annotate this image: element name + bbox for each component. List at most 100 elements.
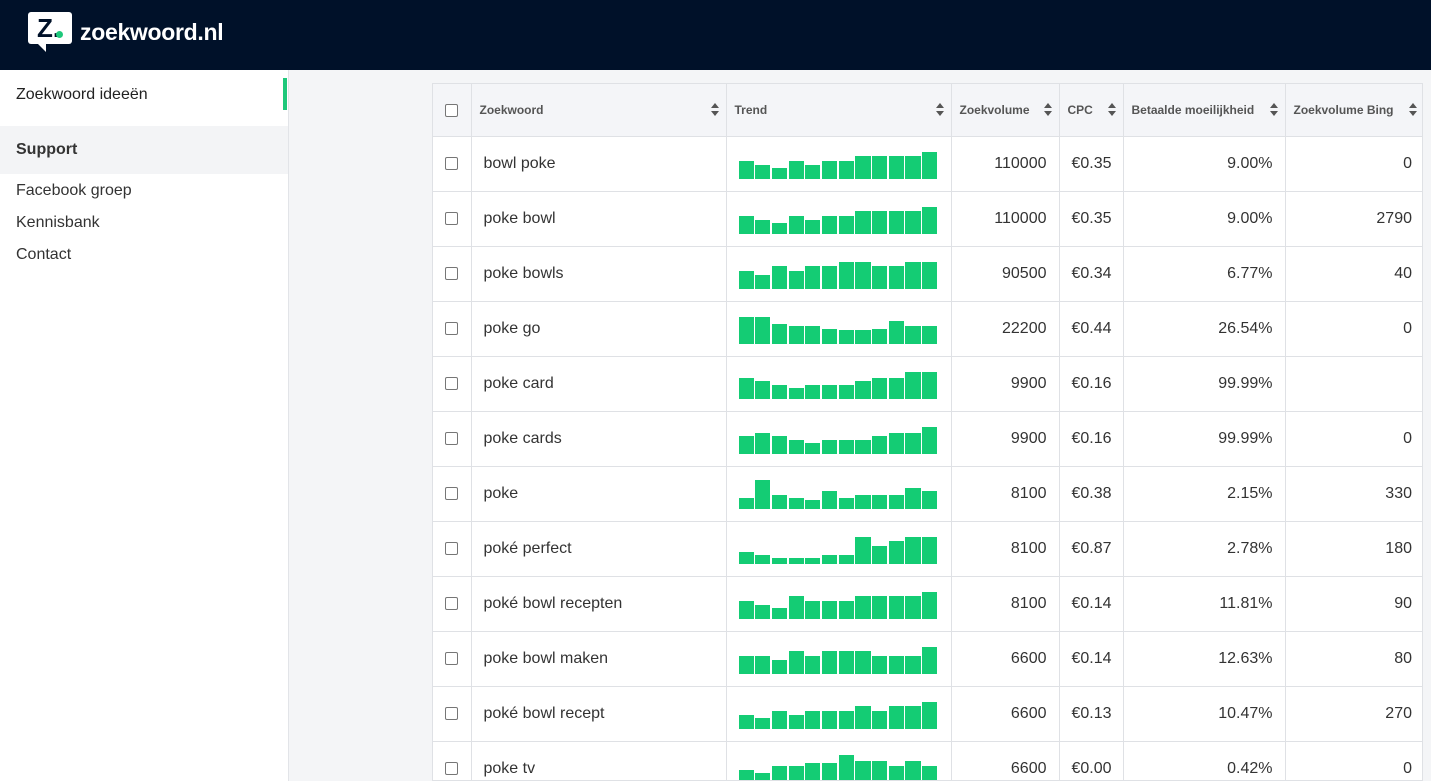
row-checkbox[interactable] [445,596,459,610]
cpc-cell: €0.44 [1059,301,1124,357]
sort-icon[interactable] [1043,103,1052,117]
row-checkbox[interactable] [445,211,459,225]
bing-volume-cell: 90 [1285,576,1422,632]
trend-bar [872,595,888,619]
trend-bar [922,646,938,674]
trend-bar [922,426,938,454]
row-checkbox[interactable] [445,431,459,445]
keyword-cell: poke go [471,301,727,357]
row-checkbox[interactable] [445,376,459,390]
trend-bar [771,323,788,344]
row-select-cell [433,631,472,687]
bing-volume-cell: 330 [1285,466,1422,522]
trend-bar [771,710,788,729]
trend-bar [755,479,771,509]
column-header-zoekvolume-bing[interactable]: Zoekvolume Bing [1285,84,1422,137]
brand-logo[interactable]: Z. zoekwoord.nl [28,12,224,52]
trend-bar [855,329,871,344]
column-header-zoekwoord[interactable]: Zoekwoord [471,84,727,137]
trend-cell [726,301,952,357]
row-checkbox[interactable] [445,761,459,775]
select-all-cell [433,84,472,137]
sidebar-item-zoekwoord-ideeen[interactable]: Zoekwoord ideeën [0,70,288,120]
select-all-checkbox[interactable] [445,103,459,117]
trend-cell [726,686,952,742]
brand-name: zoekwoord.nl [80,18,224,45]
trend-bar [855,536,871,564]
trend-sparkline [738,204,939,234]
trend-bar [855,650,871,674]
row-checkbox[interactable] [445,486,459,500]
sidebar-link-facebook-groep[interactable]: Facebook groep [16,182,132,199]
trend-bar [805,499,821,509]
bing-volume-cell: 0 [1285,301,1422,357]
trend-bar [872,265,888,289]
row-checkbox[interactable] [445,266,459,280]
volume-cell: 90500 [951,246,1060,302]
trend-bar [788,160,804,179]
sort-icon[interactable] [1107,103,1116,117]
trend-cell [726,191,952,247]
trend-bar [872,710,888,729]
column-header-betaalde-moeilijkheid[interactable]: Betaalde moeilijkheid [1123,84,1286,137]
cpc-cell: €0.38 [1059,466,1124,522]
row-checkbox[interactable] [445,321,459,335]
trend-bar [905,655,921,674]
trend-bar [905,487,921,509]
trend-bar [855,494,871,509]
difficulty-cell: 0.42% [1123,741,1286,780]
keyword-cell: poké bowl recepten [471,576,727,632]
keyword-cell: poke card [471,356,727,412]
trend-sparkline [738,314,939,344]
difficulty-cell: 6.77% [1123,246,1286,302]
trend-bar [821,710,838,729]
bing-volume-cell [1285,356,1422,412]
trend-bar [888,155,904,179]
column-header-cpc[interactable]: CPC [1059,84,1124,137]
trend-bar [755,164,771,179]
trend-bar [855,595,871,619]
trend-bar [855,439,871,454]
sidebar-link-kennisbank[interactable]: Kennisbank [16,214,100,231]
keyword-cell: bowl poke [471,136,727,192]
sort-icon[interactable] [1409,103,1417,117]
row-select-cell [433,356,472,412]
row-checkbox[interactable] [445,651,459,665]
trend-bar [805,219,821,234]
table-row: poke bowls 90500 €0.34 6.77% 40 [433,246,1422,302]
row-checkbox[interactable] [445,541,459,555]
top-bar: Z. zoekwoord.nl [0,0,1431,70]
row-checkbox[interactable] [445,706,459,720]
sidebar-link-contact[interactable]: Contact [16,246,72,263]
volume-cell: 6600 [951,686,1060,742]
sort-icon[interactable] [710,103,719,117]
trend-bar [805,600,821,619]
column-header-trend[interactable]: Trend [726,84,952,137]
trend-bar [905,325,921,344]
trend-bar [838,329,854,344]
keyword-cell: poke tv [471,741,727,780]
trend-bar [821,215,838,234]
trend-bar [738,270,754,289]
cpc-cell: €0.35 [1059,191,1124,247]
trend-bar [771,607,788,619]
row-select-cell [433,576,472,632]
difficulty-cell: 2.15% [1123,466,1286,522]
trend-bar [805,164,821,179]
trend-bar [738,714,754,729]
column-header-zoekvolume[interactable]: Zoekvolume [951,84,1060,137]
cpc-cell: €0.16 [1059,411,1124,467]
trend-bar [755,219,771,234]
trend-bar [805,265,821,289]
trend-bar [755,717,771,729]
volume-cell: 110000 [951,136,1060,192]
row-checkbox[interactable] [445,156,459,170]
sort-icon[interactable] [1269,103,1278,117]
keyword-cell: poké bowl recept [471,686,727,742]
trend-bar [738,377,754,399]
cpc-cell: €0.13 [1059,686,1124,742]
bing-volume-cell: 180 [1285,521,1422,577]
bing-volume-cell: 0 [1285,136,1422,192]
sort-icon[interactable] [935,103,944,117]
bing-volume-cell: 2790 [1285,191,1422,247]
